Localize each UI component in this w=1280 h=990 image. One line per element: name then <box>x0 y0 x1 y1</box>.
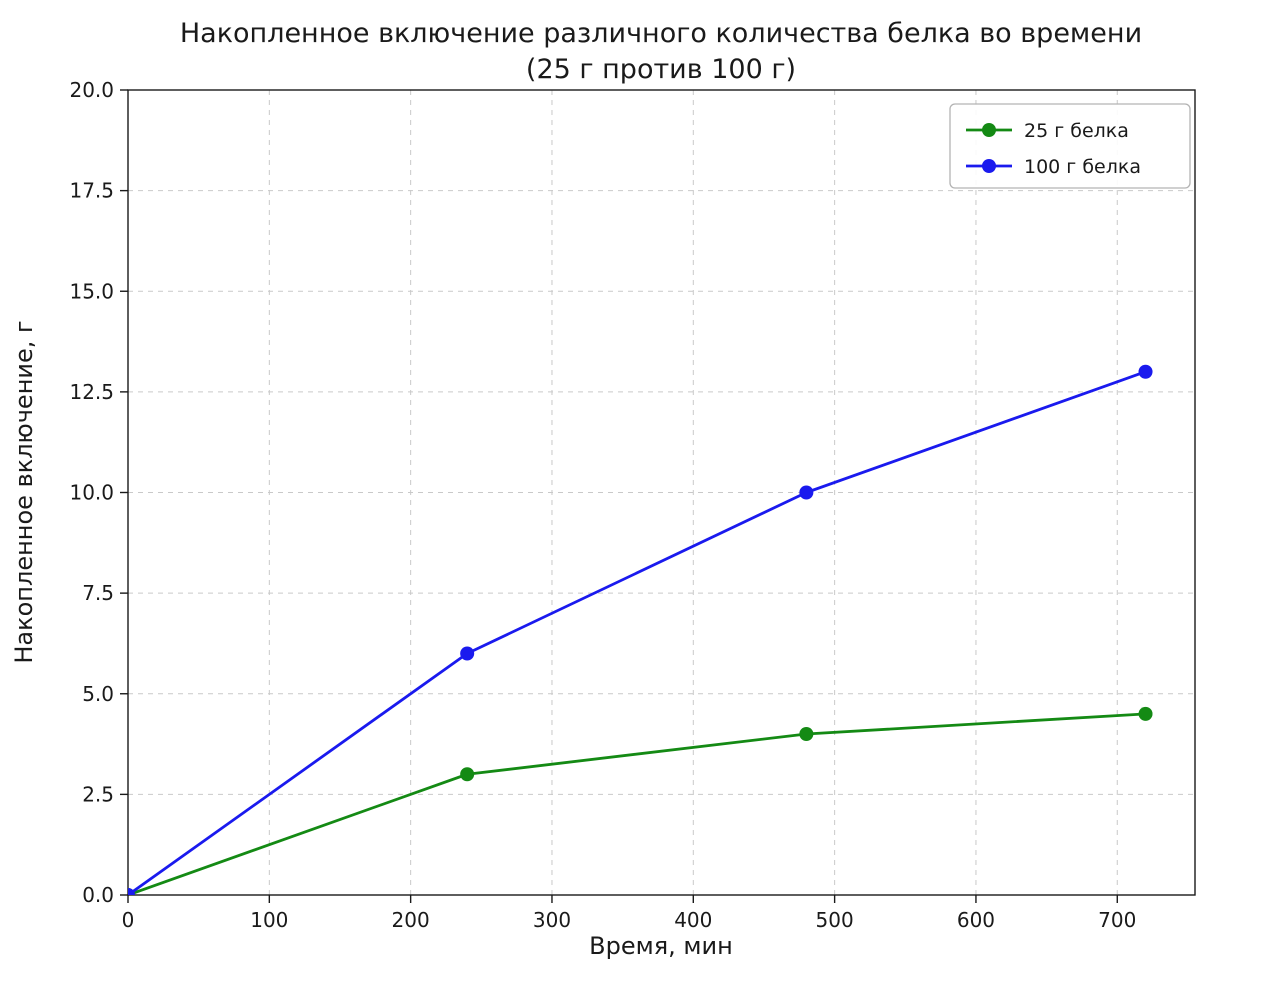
y-axis-ticks: 0.0 2.5 5.0 7.5 10.0 12.5 15.0 17.5 20.0 <box>69 78 128 907</box>
series-marker-1 <box>799 485 814 500</box>
y-tick-label: 17.5 <box>69 179 114 203</box>
legend-marker-sample <box>982 123 996 137</box>
legend: 25 г белка 100 г белка <box>949 103 1191 189</box>
y-tick-label: 0.0 <box>82 883 114 907</box>
x-tick-label: 200 <box>392 908 430 932</box>
x-tick-label: 100 <box>250 908 288 932</box>
x-tick-label: 700 <box>1098 908 1136 932</box>
x-axis-ticks: 0 100 200 300 400 500 600 700 <box>122 895 1136 932</box>
legend-label: 25 г белка <box>1024 120 1129 142</box>
x-tick-label: 0 <box>122 908 135 932</box>
series-group <box>128 364 1153 895</box>
x-tick-label: 400 <box>674 908 712 932</box>
chart-subtitle: (25 г против 100 г) <box>526 54 796 85</box>
series-marker-1 <box>128 888 135 895</box>
series-marker-0 <box>460 767 475 782</box>
gridlines <box>127 89 1195 896</box>
series-marker-0 <box>1138 706 1153 721</box>
series-line-0 <box>128 712 1147 895</box>
series-line-1 <box>128 370 1147 895</box>
y-tick-label: 5.0 <box>82 682 114 706</box>
chart-title: Накопленное включение различного количес… <box>180 18 1142 49</box>
y-tick-label: 15.0 <box>69 279 114 303</box>
legend-marker-sample <box>982 159 996 173</box>
series-marker-1 <box>460 646 475 661</box>
y-tick-label: 20.0 <box>69 78 114 102</box>
legend-label: 100 г белка <box>1024 156 1141 178</box>
y-tick-label: 7.5 <box>82 581 114 605</box>
x-axis-label: Время, мин <box>589 932 733 960</box>
plot-area: 0 100 200 300 400 500 600 700 0.0 2.5 5.0 7.5 10.0 12… <box>69 78 1196 932</box>
x-tick-label: 500 <box>816 908 854 932</box>
y-tick-label: 12.5 <box>69 380 114 404</box>
x-tick-label: 600 <box>957 908 995 932</box>
x-tick-label: 300 <box>533 908 571 932</box>
y-tick-label: 10.0 <box>69 481 114 505</box>
series-marker-0 <box>799 727 814 741</box>
y-axis-label: Накопленное включение, г <box>10 320 38 663</box>
series-marker-1 <box>1138 364 1153 379</box>
y-tick-label: 2.5 <box>82 782 114 806</box>
